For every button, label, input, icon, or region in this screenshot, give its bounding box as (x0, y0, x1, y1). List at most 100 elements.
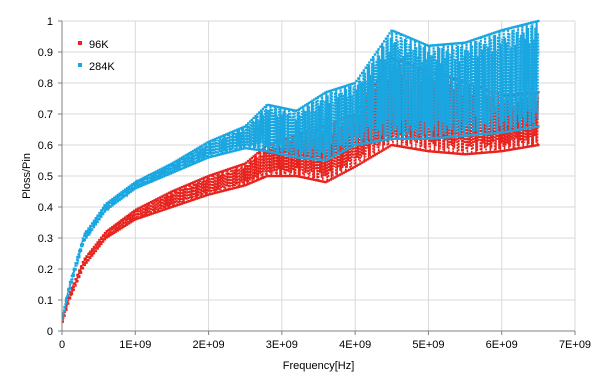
data-point (256, 148, 259, 152)
data-point (285, 154, 288, 157)
data-point (160, 209, 164, 212)
data-point (202, 143, 206, 146)
data-point (191, 149, 195, 153)
data-point (401, 145, 404, 149)
data-point (219, 135, 222, 138)
data-point (298, 156, 301, 159)
y-tick-label: 0.1 (38, 295, 53, 307)
data-point (111, 198, 114, 201)
data-point (168, 163, 171, 167)
data-point (98, 245, 101, 248)
data-point (184, 201, 187, 204)
data-point (382, 40, 386, 43)
y-tick-label: 0.9 (38, 47, 53, 59)
data-point (169, 190, 173, 194)
data-point (355, 143, 358, 146)
data-point (494, 131, 498, 135)
data-point (134, 180, 138, 183)
data-point (336, 174, 340, 177)
data-point (300, 175, 303, 179)
data-point (157, 169, 160, 172)
data-point (537, 143, 540, 147)
data-point (129, 221, 132, 224)
data-point (292, 155, 296, 159)
data-point (478, 151, 481, 155)
data-point (489, 32, 492, 36)
data-point (265, 149, 268, 153)
data-point (465, 40, 468, 44)
data-point (292, 109, 296, 112)
data-point (491, 32, 494, 35)
data-point (349, 83, 353, 86)
data-point (168, 191, 171, 195)
data-point (414, 147, 417, 151)
data-point (89, 250, 92, 253)
data-point (384, 147, 388, 150)
data-point (215, 191, 219, 194)
data-point (105, 236, 109, 239)
data-point (294, 109, 298, 112)
data-point (436, 150, 439, 154)
data-point (393, 137, 397, 140)
data-point (168, 206, 171, 210)
data-point (232, 149, 235, 153)
data-point (379, 139, 382, 142)
data-point (447, 151, 450, 155)
data-point (489, 132, 492, 135)
data-point (353, 144, 356, 147)
data-point (463, 134, 467, 137)
data-point (329, 156, 333, 160)
data-point (72, 288, 75, 291)
data-point (226, 188, 230, 191)
data-point (291, 108, 294, 112)
data-point (136, 179, 140, 183)
data-point (157, 197, 160, 200)
data-point (518, 128, 522, 131)
data-point (289, 108, 292, 111)
data-point (485, 89, 489, 92)
data-point (395, 137, 399, 140)
data-point (272, 104, 276, 108)
data-point (96, 241, 99, 244)
data-point (190, 182, 193, 185)
data-point (410, 37, 413, 40)
data-point (190, 199, 193, 202)
data-point (384, 37, 388, 40)
data-point (173, 189, 176, 192)
data-point (98, 238, 101, 242)
data-point (261, 107, 265, 111)
data-point (68, 290, 72, 294)
data-point (173, 170, 176, 173)
data-point (483, 151, 487, 154)
data-point (158, 196, 162, 199)
data-point (109, 233, 112, 237)
data-point (368, 141, 371, 144)
data-point (502, 28, 505, 32)
data-point (68, 280, 72, 284)
data-point (474, 133, 478, 136)
data-point (487, 33, 490, 36)
data-point (112, 231, 116, 235)
data-point (344, 148, 347, 152)
data-point (357, 143, 360, 146)
data-point (81, 267, 85, 270)
data-point (467, 40, 470, 43)
data-point (79, 243, 83, 246)
data-point (437, 150, 441, 154)
data-point (439, 136, 443, 139)
data-point (204, 175, 208, 179)
data-point (366, 63, 369, 67)
data-point (153, 179, 156, 182)
data-point (234, 165, 237, 169)
legend-marker (78, 41, 82, 45)
data-point (226, 151, 230, 154)
data-point (474, 152, 478, 155)
data-point (327, 179, 331, 182)
data-point (366, 141, 369, 145)
data-point (375, 152, 378, 156)
data-point (458, 152, 461, 156)
data-point (155, 198, 158, 201)
data-point (243, 162, 246, 166)
data-point (430, 150, 434, 153)
data-point (421, 149, 424, 152)
